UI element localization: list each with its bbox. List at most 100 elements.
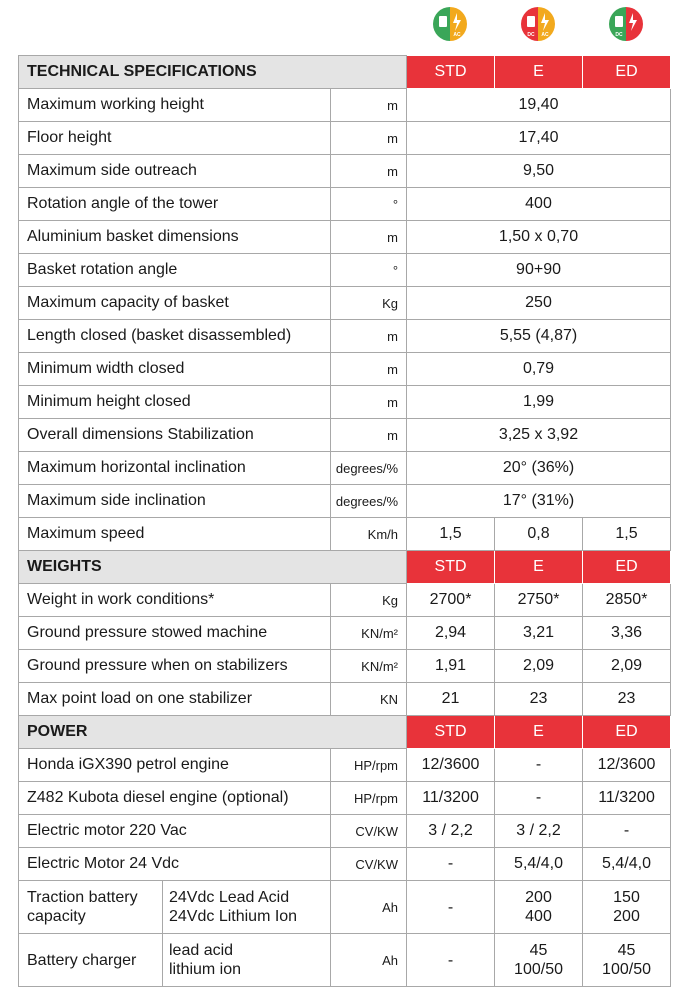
spec-row: Battery charger lead acid lithium ion Ah -45…	[18, 933, 672, 987]
value: 12/3600	[406, 748, 496, 782]
icon-label: DC	[527, 32, 535, 38]
row-label: Maximum capacity of basket	[18, 286, 331, 320]
row-label: Battery charger lead acid lithium ion	[18, 933, 331, 987]
value: 1,5	[406, 517, 496, 551]
value: 3,25 x 3,92	[406, 418, 672, 452]
row-label: Basket rotation angle	[18, 253, 331, 287]
value: 250	[406, 286, 672, 320]
value: 45 100/50	[494, 933, 584, 987]
column-header: STD	[406, 550, 496, 584]
icon: DC AC	[521, 7, 555, 41]
row-unit: KN/m²	[329, 616, 408, 650]
value: 17° (31%)	[406, 484, 672, 518]
row-label: Aluminium basket dimensions	[18, 220, 331, 254]
sub-line: 24Vdc Lithium Ion	[169, 908, 298, 925]
sub-line: 24Vdc Lead Acid	[169, 889, 290, 906]
value: 11/3200	[406, 781, 496, 815]
cell-line: 150	[613, 889, 640, 906]
value: 2750*	[494, 583, 584, 617]
spec-row: Honda iGX390 petrol engine HP/rpm 12/3600-…	[18, 748, 672, 782]
value: 3 / 2,2	[406, 814, 496, 848]
row-label: Max point load on one stabilizer	[18, 682, 331, 716]
value: 2,94	[406, 616, 496, 650]
value: 1,50 x 0,70	[406, 220, 672, 254]
icon-glyph	[615, 16, 623, 27]
row-label: Maximum working height	[18, 88, 331, 122]
row-label: Electric motor 220 Vac	[18, 814, 331, 848]
value: 23	[494, 682, 584, 716]
spec-table: TECHNICAL SPECIFICATIONS STD E ED Maximum wo…	[17, 55, 672, 987]
column-header: STD	[406, 55, 496, 89]
icon-glyph	[439, 16, 447, 27]
value: 12/3600	[582, 748, 672, 782]
value: 0,79	[406, 352, 672, 386]
spec-row: Electric Motor 24 Vdc CV/KW -5,4/4,0 5,4/4,…	[18, 847, 672, 881]
value: 2,09	[494, 649, 584, 683]
row-label: Weight in work conditions*	[18, 583, 331, 617]
row-unit: KN/m²	[329, 649, 408, 683]
column-header: ED	[582, 715, 672, 749]
sub-line: lead acid	[169, 942, 234, 959]
row-unit: Kg	[329, 286, 408, 320]
column-header: E	[494, 715, 584, 749]
spec-row: Ground pressure stowed machine KN/m² 2,94 3…	[18, 616, 672, 650]
cell-line: 200	[525, 889, 552, 906]
row-unit: Ah	[329, 933, 408, 987]
label-sub: lead acid lithium ion	[162, 934, 330, 986]
row-label: Traction battery capacity 24Vdc Lead Acid…	[18, 880, 331, 934]
row-unit: degrees/%	[329, 451, 408, 485]
value: 9,50	[406, 154, 672, 188]
spec-row: Minimum width closed m 0,79	[18, 352, 672, 386]
icons: AC DC AC DC	[433, 7, 643, 41]
value: -	[406, 847, 496, 881]
row-unit: m	[329, 88, 408, 122]
row-label: Overall dimensions Stabilization	[18, 418, 331, 452]
icon-label: AC	[453, 32, 461, 38]
cell-line: 200	[613, 908, 640, 925]
spec-row: Maximum side inclination degrees/% 17° (31…	[18, 484, 672, 518]
value: 400	[406, 187, 672, 221]
row-unit: Kg	[329, 583, 408, 617]
value: 5,4/4,0	[494, 847, 584, 881]
section-header: WEIGHTS STD E ED	[17, 550, 672, 584]
value: 1,5	[582, 517, 672, 551]
row-unit: m	[329, 220, 408, 254]
row-unit: m	[329, 154, 408, 188]
column-header: ED	[582, 550, 672, 584]
row-label: Rotation angle of the tower	[18, 187, 331, 221]
spec-row: Z482 Kubota diesel engine (optional) HP/r…	[18, 781, 672, 815]
spec-row: Basket rotation angle ° 90+90	[18, 253, 672, 287]
row-label: Honda iGX390 petrol engine	[18, 748, 331, 782]
value: 3,36	[582, 616, 672, 650]
row-label: Z482 Kubota diesel engine (optional)	[18, 781, 331, 815]
icon-glyph	[541, 13, 549, 31]
label-main: Traction battery capacity	[27, 889, 138, 925]
row-label: Maximum side outreach	[18, 154, 331, 188]
row-unit: KN	[329, 682, 408, 716]
value: -	[494, 781, 584, 815]
spec-row: Maximum working height m 19,40	[18, 88, 672, 122]
spec-row: Overall dimensions Stabilization m 3,25 x …	[18, 418, 672, 452]
cell-line: 100/50	[602, 961, 651, 978]
row-label: Maximum speed	[18, 517, 331, 551]
row-label: Maximum horizontal inclination	[18, 451, 331, 485]
value: 0,8	[494, 517, 584, 551]
value: -	[406, 880, 496, 934]
row-unit: HP/rpm	[329, 748, 408, 782]
spec-row: Weight in work conditions* Kg 2700* 2750* 28…	[18, 583, 672, 617]
section-title: TECHNICAL SPECIFICATIONS	[17, 55, 408, 89]
value: 2,09	[582, 649, 672, 683]
row-label: Ground pressure when on stabilizers	[18, 649, 331, 683]
spec-row: Electric motor 220 Vac CV/KW 3 / 2,2 3 / 2,…	[18, 814, 672, 848]
icon-glyph	[527, 16, 535, 27]
row-label: Length closed (basket disassembled)	[18, 319, 331, 353]
value: 1,91	[406, 649, 496, 683]
spec-row: Maximum side outreach m 9,50	[18, 154, 672, 188]
value: -	[582, 814, 672, 848]
label-split: Battery charger lead acid lithium ion	[19, 934, 330, 986]
value: 3,21	[494, 616, 584, 650]
row-label: Ground pressure stowed machine	[18, 616, 331, 650]
icon: AC	[433, 7, 467, 41]
spec-row: Maximum capacity of basket Kg 250	[18, 286, 672, 320]
